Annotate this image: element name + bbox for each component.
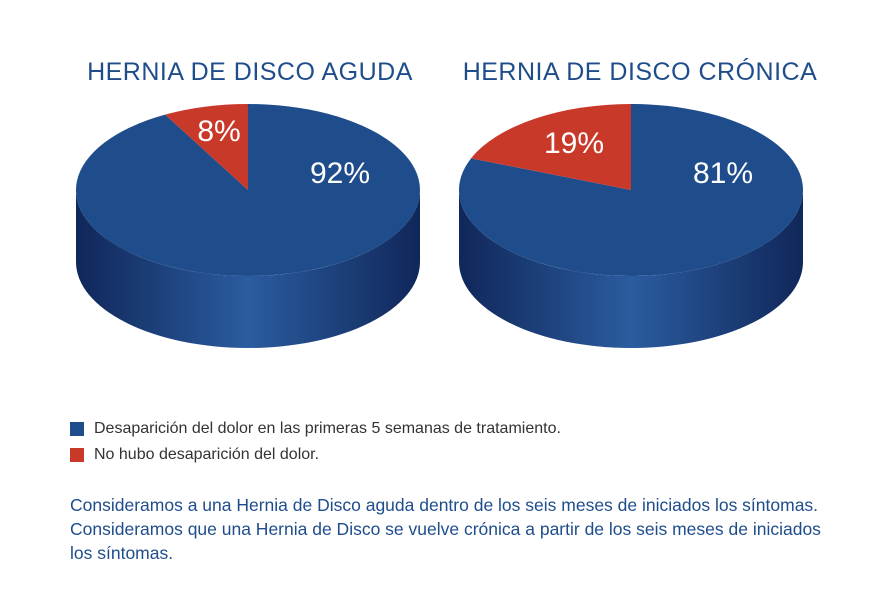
legend-swatch-red [70, 448, 84, 462]
label-main-aguda: 92% [310, 157, 370, 190]
legend: Desaparición del dolor en las primeras 5… [70, 416, 561, 468]
pie-charts-svg: 92% 8% 81% 19% [76, 104, 803, 348]
slice-secondary-aguda [165, 104, 248, 190]
label-main-cronica: 81% [693, 157, 753, 190]
slice-main-aguda [76, 104, 421, 276]
slice-main-cronica [458, 104, 803, 277]
note-aguda: Consideramos a una Hernia de Disco aguda… [70, 495, 819, 515]
pie-side-cronica [459, 190, 803, 348]
legend-label-desaparicion: Desaparición del dolor en las primeras 5… [94, 420, 561, 437]
legend-swatch-blue [70, 422, 84, 436]
slice-secondary-cronica [471, 104, 631, 190]
pie-side-aguda [76, 190, 420, 348]
legend-label-no-desaparicion: No hubo desaparición del dolor. [94, 446, 320, 463]
pie-cronica: 81% 19% [458, 104, 803, 348]
chart-title-aguda: HERNIA DE DISCO AGUDA [87, 58, 413, 86]
notes: Consideramos a una Hernia de Disco aguda… [70, 493, 830, 565]
pie-aguda: 92% 8% [76, 104, 421, 348]
note-cronica: Consideramos que una Hernia de Disco se … [70, 519, 821, 563]
legend-item-desaparicion: Desaparición del dolor en las primeras 5… [70, 416, 561, 442]
chart-title-cronica: HERNIA DE DISCO CRÓNICA [462, 58, 818, 86]
charts-area: HERNIA DE DISCO AGUDA HERNIA DE DISCO CR… [76, 58, 818, 348]
label-secondary-aguda: 8% [197, 115, 240, 148]
label-secondary-cronica: 19% [544, 127, 604, 160]
legend-item-no-desaparicion: No hubo desaparición del dolor. [70, 442, 561, 468]
